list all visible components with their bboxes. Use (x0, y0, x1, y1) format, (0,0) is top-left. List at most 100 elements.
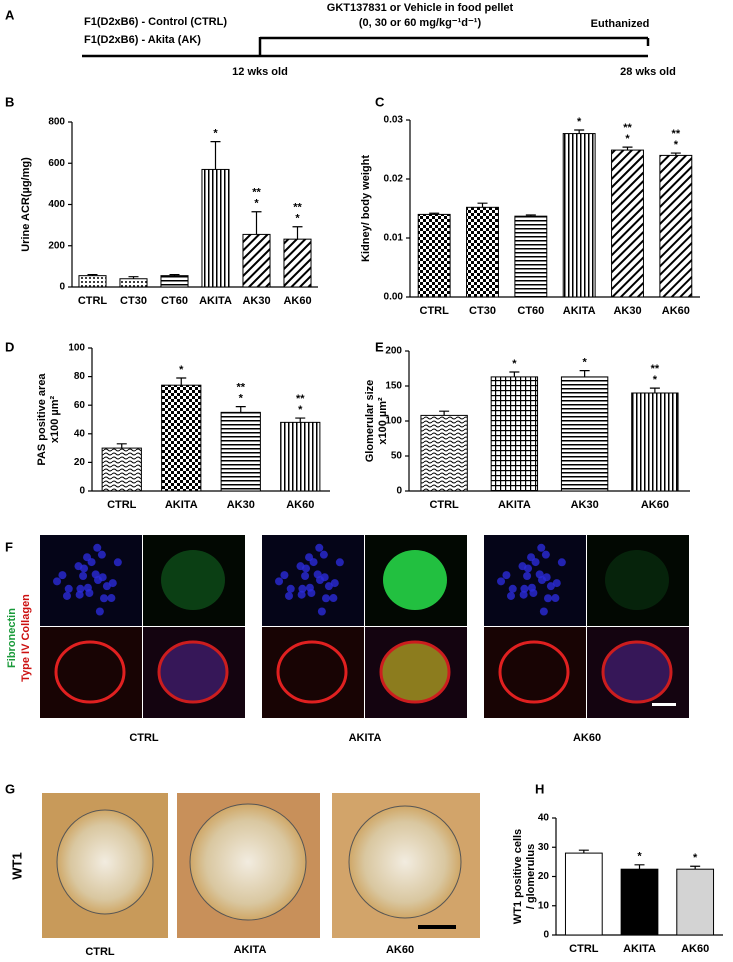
bar (101, 447, 142, 492)
stain-red: Type IV Collagen (20, 594, 32, 682)
nucleus (542, 573, 551, 582)
error-bar (509, 371, 520, 377)
significance-mark: ** (296, 393, 305, 405)
nucleus (313, 570, 322, 579)
treatment-label: GKT137831 or Vehicle in food pellet (327, 2, 514, 14)
bar (420, 414, 468, 492)
y-tick-label: 100 (385, 416, 402, 427)
fluorescence-images (40, 535, 689, 718)
x-tick-label: CTRL (569, 943, 599, 955)
error-bar (116, 443, 127, 449)
nucleus (280, 571, 289, 580)
bar (514, 215, 548, 298)
panel-label: G (5, 781, 15, 796)
nucleus (523, 571, 532, 580)
error-bar (128, 276, 139, 279)
nucleus (63, 591, 72, 600)
y-tick-label: 30 (538, 842, 550, 853)
x-tick-label: AKITA (199, 295, 232, 307)
x-tick-label: AK30 (571, 499, 599, 511)
error-bar (210, 140, 221, 170)
y-tick-label: 100 (68, 343, 85, 354)
nucleus (319, 550, 328, 559)
nucleus (85, 588, 94, 597)
y-tick-label: 0 (79, 486, 85, 497)
panel-label: A (5, 7, 15, 22)
panel-label: D (5, 339, 14, 354)
y-tick-label: 200 (48, 240, 65, 251)
image-caption: CTRL (85, 946, 115, 958)
y-tick-label: 80 (74, 371, 86, 382)
histology-image (177, 793, 320, 938)
nucleus (113, 558, 122, 567)
x-tick-label: CT30 (469, 305, 496, 317)
significance-mark: * (693, 852, 698, 864)
error-bar (525, 214, 536, 217)
y-tick-label: 20 (74, 457, 86, 468)
y-tick-label: 0 (543, 930, 549, 941)
collagen (498, 640, 570, 704)
error-bar (235, 406, 246, 413)
y-tick-label: 600 (48, 158, 65, 169)
significance-mark: ** (293, 202, 302, 214)
nucleus (315, 543, 324, 552)
panel-label: E (375, 339, 384, 354)
nucleus (541, 550, 550, 559)
nucleus (320, 573, 329, 582)
nucleus (74, 562, 83, 571)
x-tick-label: AKITA (623, 943, 656, 955)
end-label: Euthanized (591, 18, 650, 30)
end-age: 28 wks old (620, 66, 676, 78)
panel-label: H (535, 781, 544, 796)
significance-mark: ** (236, 382, 245, 394)
image-caption: AKITA (349, 732, 382, 744)
nucleus (539, 607, 548, 616)
y-tick-label: 10 (538, 900, 550, 911)
x-tick-label: CTRL (107, 499, 137, 511)
bar (562, 133, 596, 298)
error-bar (578, 849, 589, 854)
nucleus (330, 579, 339, 588)
x-tick-label: AK60 (286, 499, 314, 511)
y-tick-label: 0 (59, 282, 65, 293)
y-tick-label: 50 (391, 451, 403, 462)
significance-mark: * (298, 404, 303, 416)
bar (620, 868, 659, 936)
nucleus (508, 584, 517, 593)
bar (466, 206, 499, 298)
nucleus (307, 588, 316, 597)
y-axis-label: x100 µm² (377, 397, 389, 445)
nucleus (83, 553, 92, 562)
x-tick-label: CTRL (420, 305, 450, 317)
bar (119, 278, 148, 288)
y-axis-label: Glomerular size (364, 380, 376, 463)
x-tick-label: AKITA (498, 499, 531, 511)
panel-g: G WT1 CTRL AKITA AK60 (5, 781, 480, 958)
y-tick-label: 800 (48, 117, 65, 128)
image-quadrant (587, 535, 689, 626)
error-bar (87, 274, 98, 276)
merge (601, 640, 673, 704)
timeline: A F1(D2xB6) - Control (CTRL) F1(D2xB6) -… (5, 2, 676, 78)
bar (78, 275, 107, 288)
nucleus (102, 582, 111, 591)
image-caption: AK60 (573, 732, 601, 744)
nucleus (285, 591, 294, 600)
y-axis-label: Urine ACR(µg/mg) (20, 157, 32, 252)
error-bar (176, 377, 187, 386)
nucleus (520, 584, 529, 593)
nucleus (502, 571, 511, 580)
bar (560, 376, 609, 492)
x-tick-label: AK30 (242, 295, 270, 307)
error-bar (292, 226, 303, 240)
akita-label: F1(D2xB6) - Akita (AK) (84, 34, 201, 46)
bar (160, 275, 189, 288)
stain-label: WT1 (9, 852, 24, 879)
nucleus (497, 577, 506, 586)
significance-mark: ** (651, 363, 660, 375)
nucleus (321, 594, 330, 603)
y-tick-label: 400 (48, 199, 65, 210)
nucleus (93, 543, 102, 552)
